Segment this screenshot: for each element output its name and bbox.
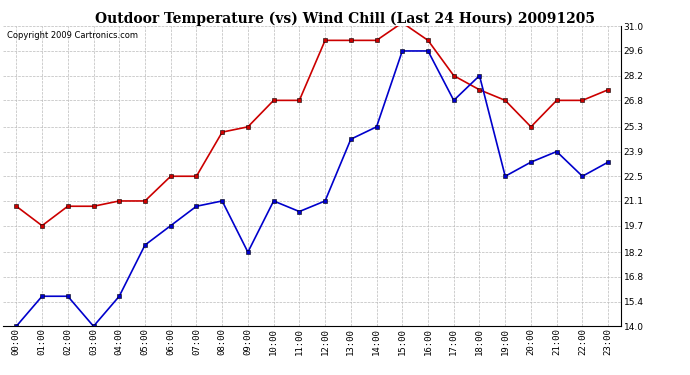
Text: Outdoor Temperature (vs) Wind Chill (Last 24 Hours) 20091205: Outdoor Temperature (vs) Wind Chill (Las… <box>95 11 595 26</box>
Text: Copyright 2009 Cartronics.com: Copyright 2009 Cartronics.com <box>6 31 137 40</box>
